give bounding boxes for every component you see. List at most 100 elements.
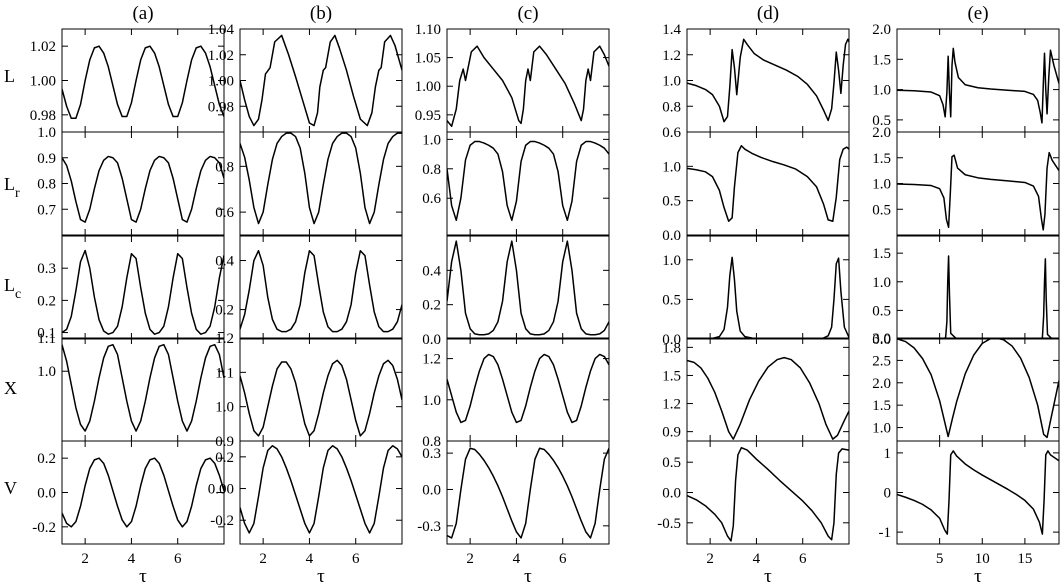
chart-column-2: (c) 0.95 1.00 1.05 1.10 0.6 0.8 1.0 0.0 0.2 0.4 0.8… bbox=[415, 3, 610, 585]
y-tick-label: 1.00 bbox=[30, 74, 56, 90]
panel-frame bbox=[446, 235, 610, 340]
y-tick-label: 1.0 bbox=[662, 74, 681, 90]
x-tick-label: 4 bbox=[306, 551, 314, 567]
y-tick-label: 1.5 bbox=[872, 52, 891, 68]
y-tick-label: 1.5 bbox=[872, 246, 891, 262]
row-label-main: X bbox=[4, 378, 17, 398]
row-label: Lr bbox=[4, 174, 20, 201]
y-tick-label: 0.5 bbox=[662, 194, 681, 210]
y-tick-label: 0.5 bbox=[872, 303, 891, 319]
y-tick-label: 1.0 bbox=[662, 253, 681, 269]
panel-2-1: 0.6 0.8 1.0 bbox=[422, 131, 610, 236]
y-tick-label: 0.5 bbox=[872, 202, 891, 218]
y-tick-label: 0.0 bbox=[37, 486, 56, 502]
x-axis-label: τ bbox=[974, 566, 982, 585]
y-tick-label: -1 bbox=[879, 525, 892, 541]
y-tick-label: 0.0 bbox=[872, 332, 891, 348]
panel-0-4: -0.2 0.0 0.2 2 4 6 τ bbox=[32, 440, 225, 585]
row-label-main: V bbox=[4, 478, 17, 498]
y-tick-label: 0.2 bbox=[422, 298, 441, 314]
series-line bbox=[897, 255, 1059, 339]
panel-4-1: 0.5 1.0 1.5 2.0 bbox=[872, 125, 1060, 236]
x-tick-label: 15 bbox=[1017, 551, 1032, 567]
panel-frame bbox=[686, 131, 850, 236]
panel-3-1: 0.0 0.5 1.0 bbox=[662, 131, 850, 244]
y-tick-label: 1.2 bbox=[422, 352, 441, 368]
panel-frame bbox=[239, 131, 403, 236]
series-line bbox=[447, 240, 609, 336]
row-labels: L Lr Lc X V bbox=[4, 66, 21, 498]
y-tick-label: 1 bbox=[884, 446, 892, 462]
chart-title: (a) bbox=[132, 3, 153, 24]
series-line bbox=[897, 338, 1059, 439]
y-tick-label: 1.0 bbox=[872, 275, 891, 291]
panel-frame bbox=[896, 131, 1060, 236]
y-tick-label: 0.2 bbox=[37, 293, 56, 309]
panel-1-0: 0.98 1.00 1.02 1.04 bbox=[208, 22, 403, 133]
series-line bbox=[447, 353, 609, 424]
series-line bbox=[62, 45, 224, 120]
x-axis-label: τ bbox=[524, 566, 532, 585]
y-tick-label: 2.0 bbox=[872, 22, 891, 38]
panel-3-4: -0.5 0.0 0.5 2 4 6 τ bbox=[657, 440, 850, 585]
x-tick-label: 2 bbox=[259, 551, 267, 567]
chart-column-1: (b) 0.98 1.00 1.02 1.04 0.6 0.8 0.2 0.4 0.9 1.0 1.1… bbox=[208, 3, 403, 585]
y-tick-label: 0.2 bbox=[215, 450, 234, 466]
y-tick-label: 0.0 bbox=[662, 332, 681, 348]
panel-0-3: 1.0 1.1 bbox=[37, 331, 225, 442]
row-label: Lc bbox=[4, 275, 21, 302]
x-tick-label: 2 bbox=[81, 551, 89, 567]
y-tick-label: 1.02 bbox=[30, 39, 56, 55]
y-tick-label: 0.0 bbox=[422, 482, 441, 498]
panel-1-3: 0.9 1.0 1.1 1.2 bbox=[215, 331, 403, 450]
y-tick-label: 1.10 bbox=[415, 22, 441, 38]
y-tick-label: 0.5 bbox=[662, 292, 681, 308]
y-tick-label: 0.0 bbox=[422, 332, 441, 348]
y-tick-label: 0.8 bbox=[215, 159, 234, 175]
series-line bbox=[240, 445, 402, 534]
y-tick-label: 0.5 bbox=[872, 113, 891, 129]
x-tick-label: 6 bbox=[799, 551, 807, 567]
series-line bbox=[687, 256, 849, 339]
panel-1-2: 0.2 0.4 bbox=[215, 235, 403, 340]
y-tick-label: -0.3 bbox=[417, 519, 441, 535]
y-tick-label: 0.9 bbox=[215, 434, 234, 450]
y-tick-label: 1.1 bbox=[215, 365, 234, 381]
panel-2-3: 0.8 1.0 1.2 bbox=[422, 337, 610, 450]
x-tick-label: 6 bbox=[174, 551, 182, 567]
panel-2-4: -0.3 0.0 0.3 2 4 6 τ bbox=[417, 440, 610, 585]
y-tick-label: 1.0 bbox=[872, 421, 891, 437]
series-line bbox=[62, 343, 224, 432]
panel-4-3: 1.0 1.5 2.0 2.5 3.0 bbox=[872, 331, 1060, 442]
panel-0-0: 0.98 1.00 1.02 bbox=[30, 28, 225, 133]
y-tick-label: 1.00 bbox=[415, 79, 441, 95]
series-line bbox=[897, 450, 1059, 535]
x-tick-label: 4 bbox=[128, 551, 136, 567]
row-label-main: L bbox=[4, 66, 15, 86]
chart-column-3: (d) 0.6 0.8 1.0 1.2 1.4 0.0 0.5 1.0 0.0 0.5 1.0 0.9 1… bbox=[657, 3, 850, 585]
y-tick-label: 1.8 bbox=[662, 340, 681, 356]
series-line bbox=[62, 155, 224, 223]
panel-1-1: 0.6 0.8 bbox=[215, 131, 403, 236]
panel-frame bbox=[446, 131, 610, 236]
y-tick-label: 0.00 bbox=[208, 482, 234, 498]
panel-3-3: 0.9 1.2 1.5 1.8 bbox=[662, 337, 850, 442]
y-tick-label: 1.05 bbox=[415, 51, 441, 67]
y-tick-label: 1.0 bbox=[422, 393, 441, 409]
x-tick-label: 4 bbox=[753, 551, 761, 567]
y-tick-label: 0.9 bbox=[662, 425, 681, 441]
x-tick-label: 10 bbox=[975, 551, 990, 567]
y-tick-label: 0.1 bbox=[37, 326, 56, 342]
y-tick-label: 0.2 bbox=[37, 451, 56, 467]
panel-frame bbox=[896, 337, 1060, 442]
y-tick-label: 0.8 bbox=[422, 434, 441, 450]
panel-frame bbox=[686, 28, 850, 133]
series-line bbox=[240, 359, 402, 437]
y-tick-label: 1.0 bbox=[662, 159, 681, 175]
x-tick-label: 6 bbox=[352, 551, 360, 567]
series-line bbox=[447, 45, 609, 128]
series-line bbox=[240, 132, 402, 225]
y-tick-label: 1.4 bbox=[662, 22, 681, 38]
